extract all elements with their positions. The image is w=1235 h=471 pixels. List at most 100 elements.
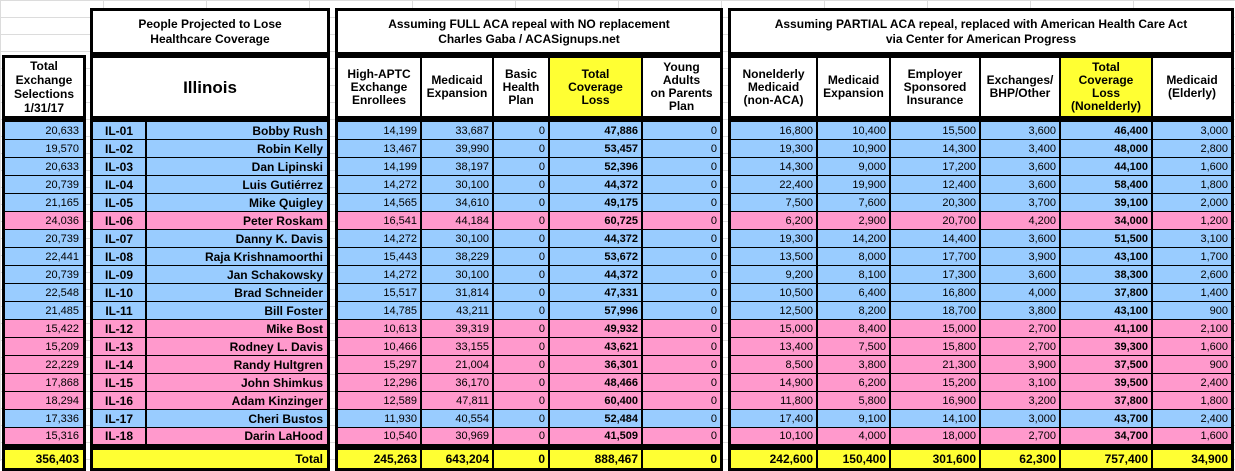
total-label[interactable]: Total — [295, 452, 323, 466]
cell-medicaid-elderly[interactable]: 1,200 — [1200, 214, 1228, 227]
cell-employer-sponsored[interactable]: 20,700 — [891, 212, 981, 229]
cell-medicaid-elderly[interactable]: 1,600 — [1200, 340, 1228, 353]
cell-basic-health-plan[interactable]: 0 — [494, 428, 550, 444]
cell-medicaid-expansion-ahca[interactable]: 3,800 — [818, 356, 891, 373]
cell-medicaid-elderly[interactable]: 1,800 — [1200, 178, 1228, 191]
cell-total-exchange-selections[interactable]: 17,868 — [45, 376, 79, 389]
cell-nonelderly-medicaid[interactable]: 10,500 — [731, 284, 818, 301]
cell-representative-name[interactable]: Danny K. Davis — [235, 231, 323, 246]
cell-exchanges-bhp[interactable]: 3,000 — [981, 410, 1061, 427]
cell-basic-health-plan[interactable]: 0 — [494, 158, 550, 175]
cell-representative-name[interactable]: Peter Roskam — [242, 213, 323, 228]
cell-total-coverage-loss-nonelderly[interactable]: 34,000 — [1061, 212, 1153, 229]
cell-exchanges-bhp[interactable]: 4,200 — [981, 212, 1061, 229]
cell-representative-name[interactable]: Randy Hultgren — [233, 357, 323, 372]
cell-district-code[interactable]: IL-11 — [93, 302, 147, 319]
cell-total-young-adults[interactable]: 0 — [710, 452, 717, 466]
header-total-coverage-loss-nonelderly[interactable]: Total Coverage Loss (Nonelderly) — [1061, 58, 1153, 116]
cell-total-coverage-loss-nonelderly[interactable]: 37,800 — [1061, 284, 1153, 301]
cell-medicaid-elderly[interactable]: 3,000 — [1200, 124, 1228, 137]
cell-medicaid-elderly[interactable]: 1,800 — [1200, 394, 1228, 407]
cell-employer-sponsored[interactable]: 16,900 — [891, 392, 981, 409]
cell-nonelderly-medicaid[interactable]: 15,000 — [731, 320, 818, 337]
cell-medicaid-expansion-ahca[interactable]: 6,400 — [818, 284, 891, 301]
cell-medicaid-expansion-ahca[interactable]: 10,900 — [818, 140, 891, 157]
cell-nonelderly-medicaid[interactable]: 12,500 — [731, 302, 818, 319]
cell-employer-sponsored[interactable]: 18,700 — [891, 302, 981, 319]
cell-high-aptc[interactable]: 12,589 — [338, 392, 422, 409]
cell-medicaid-elderly[interactable]: 2,800 — [1200, 142, 1228, 155]
state-name[interactable]: Illinois — [183, 77, 237, 97]
cell-total-coverage-loss[interactable]: 48,466 — [550, 374, 643, 391]
cell-total-coverage-loss[interactable]: 52,484 — [550, 410, 643, 427]
cell-total-coverage-loss[interactable]: 41,509 — [550, 428, 643, 444]
cell-medicaid-expansion-ahca[interactable]: 10,400 — [818, 122, 891, 139]
cell-medicaid-expansion-ahca[interactable]: 7,500 — [818, 338, 891, 355]
cell-medicaid-expansion[interactable]: 31,814 — [422, 284, 494, 301]
cell-district-code[interactable]: IL-14 — [93, 356, 147, 373]
cell-exchanges-bhp[interactable]: 2,700 — [981, 320, 1061, 337]
cell-district-code[interactable]: IL-15 — [93, 374, 147, 391]
cell-total-coverage-loss[interactable]: 49,175 — [550, 194, 643, 211]
cell-medicaid-expansion-ahca[interactable]: 19,900 — [818, 176, 891, 193]
cell-young-adults[interactable]: 0 — [710, 142, 717, 155]
cell-total-coverage-loss[interactable]: 36,301 — [550, 356, 643, 373]
cell-young-adults[interactable]: 0 — [710, 304, 717, 317]
cell-district-code[interactable]: IL-18 — [93, 428, 147, 444]
cell-total-nonelderly-medicaid[interactable]: 242,600 — [731, 450, 818, 468]
header-young-adults[interactable]: Young Adults on Parents Plan — [650, 60, 713, 113]
cell-medicaid-elderly[interactable]: 1,600 — [1200, 160, 1228, 173]
cell-total-exchange-selections[interactable]: 21,485 — [45, 304, 79, 317]
cell-total-coverage-loss[interactable]: 44,372 — [550, 266, 643, 283]
cell-nonelderly-medicaid[interactable]: 14,900 — [731, 374, 818, 391]
cell-exchanges-bhp[interactable]: 3,400 — [981, 140, 1061, 157]
cell-medicaid-elderly[interactable]: 1,700 — [1200, 250, 1228, 263]
cell-representative-name[interactable]: Jan Schakowsky — [226, 267, 323, 282]
cell-employer-sponsored[interactable]: 17,200 — [891, 158, 981, 175]
cell-nonelderly-medicaid[interactable]: 16,800 — [731, 122, 818, 139]
cell-medicaid-elderly[interactable]: 1,600 — [1200, 430, 1228, 442]
cell-total-exchange-selections[interactable]: 22,548 — [45, 286, 79, 299]
cell-medicaid-elderly[interactable]: 2,400 — [1200, 412, 1228, 425]
cell-nonelderly-medicaid[interactable]: 9,200 — [731, 266, 818, 283]
cell-medicaid-expansion[interactable]: 30,969 — [422, 428, 494, 444]
cell-basic-health-plan[interactable]: 0 — [494, 248, 550, 265]
cell-high-aptc[interactable]: 11,930 — [338, 410, 422, 427]
cell-exchanges-bhp[interactable]: 2,700 — [981, 428, 1061, 444]
cell-young-adults[interactable]: 0 — [710, 178, 717, 191]
cell-basic-health-plan[interactable]: 0 — [494, 194, 550, 211]
cell-total-exchange-selections-sum[interactable]: 356,403 — [35, 452, 79, 466]
cell-total-coverage-loss-sum[interactable]: 888,467 — [550, 450, 643, 468]
cell-total-exchange-selections[interactable]: 15,316 — [45, 430, 79, 442]
cell-young-adults[interactable]: 0 — [710, 232, 717, 245]
header-employer-sponsored[interactable]: Employer Sponsored Insurance — [891, 58, 981, 116]
header-total-coverage-loss[interactable]: Total Coverage Loss — [550, 58, 643, 116]
cell-employer-sponsored[interactable]: 21,300 — [891, 356, 981, 373]
cell-medicaid-elderly[interactable]: 900 — [1209, 358, 1228, 371]
cell-total-exchange-selections[interactable]: 15,209 — [45, 340, 79, 353]
cell-total-coverage-loss[interactable]: 43,621 — [550, 338, 643, 355]
cell-district-code[interactable]: IL-17 — [93, 410, 147, 427]
cell-representative-name[interactable]: Luis Gutiérrez — [242, 177, 323, 192]
cell-total-coverage-loss[interactable]: 52,396 — [550, 158, 643, 175]
cell-representative-name[interactable]: Brad Schneider — [234, 285, 323, 300]
cell-employer-sponsored[interactable]: 18,000 — [891, 428, 981, 444]
cell-medicaid-expansion-ahca[interactable]: 8,000 — [818, 248, 891, 265]
cell-high-aptc[interactable]: 14,785 — [338, 302, 422, 319]
cell-nonelderly-medicaid[interactable]: 14,300 — [731, 158, 818, 175]
cell-medicaid-expansion[interactable]: 40,554 — [422, 410, 494, 427]
cell-total-exchange-selections[interactable]: 21,165 — [45, 196, 79, 209]
cell-total-coverage-loss[interactable]: 44,372 — [550, 176, 643, 193]
cell-total-coverage-loss[interactable]: 49,932 — [550, 320, 643, 337]
cell-total-coverage-loss-nonelderly[interactable]: 39,500 — [1061, 374, 1153, 391]
cell-total-exchange-selections[interactable]: 22,229 — [45, 358, 79, 371]
cell-total-coverage-loss[interactable]: 47,886 — [550, 122, 643, 139]
cell-young-adults[interactable]: 0 — [710, 412, 717, 425]
cell-district-code[interactable]: IL-04 — [93, 176, 147, 193]
cell-high-aptc[interactable]: 10,466 — [338, 338, 422, 355]
cell-medicaid-expansion-ahca[interactable]: 6,200 — [818, 374, 891, 391]
cell-total-exchange-selections[interactable]: 20,739 — [45, 268, 79, 281]
cell-basic-health-plan[interactable]: 0 — [494, 212, 550, 229]
cell-basic-health-plan[interactable]: 0 — [494, 320, 550, 337]
header-medicaid-expansion[interactable]: Medicaid Expansion — [422, 58, 494, 116]
